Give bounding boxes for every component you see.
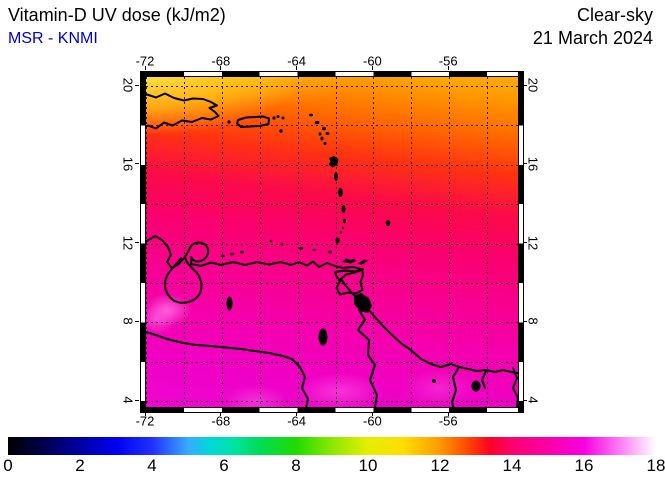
axis-tick (144, 66, 146, 70)
guyana-rivers (451, 366, 519, 412)
lat-tick-label-right: 12 (525, 235, 541, 250)
map-border-right (518, 72, 523, 412)
lat-tick-label-right: 16 (525, 156, 541, 172)
lon-tick-label-bottom: -64 (287, 413, 306, 429)
axis-tick (523, 242, 527, 244)
colorbar-tick-label: 8 (291, 456, 301, 475)
axis-tick (220, 412, 222, 416)
lon-tick-label-top: -56 (438, 53, 458, 69)
axis-tick (296, 412, 298, 416)
axis-tick (371, 66, 373, 70)
guri-reservoir (318, 328, 328, 346)
island-margarita (342, 258, 356, 264)
colorbar-tick-label: 12 (430, 456, 450, 475)
axis-tick (371, 412, 373, 416)
axis-tick (135, 84, 139, 86)
coastline-trinidad (334, 268, 364, 296)
colorbar-tick-label: 10 (358, 456, 378, 475)
island-tobago (358, 259, 368, 265)
inland-lakes (226, 296, 481, 392)
figure-title: Vitamin-D UV dose (kJ/m2) (8, 5, 226, 25)
islands-virgin (227, 115, 285, 133)
grid-line-lon (373, 72, 375, 412)
coastline-venezuela (190, 260, 523, 375)
map-border-left (141, 72, 146, 412)
colorbar-tick-label: 0 (3, 456, 13, 475)
grid-line-lat (141, 125, 523, 127)
lat-tick-label-left: 12 (120, 235, 136, 250)
axis-tick (523, 84, 527, 86)
grid-line-lon (297, 72, 299, 412)
colorbar-tick-label: 4 (147, 456, 157, 475)
axis-tick (296, 66, 298, 70)
lon-tick-label-bottom: -72 (135, 413, 155, 429)
grid-line-lat (141, 86, 523, 87)
date-label: 21 March 2024 (532, 28, 653, 48)
lon-tick-label-top: -64 (287, 53, 306, 69)
axis-tick (135, 242, 139, 244)
map-border-top (141, 72, 523, 77)
uv-dose-field (141, 72, 523, 412)
lon-tick-label-bottom: -68 (211, 413, 231, 429)
lat-tick-label-left: 8 (120, 317, 136, 326)
colorbar-gradient (8, 437, 656, 455)
lat-tick-label-left: 4 (120, 396, 136, 404)
islands-lesser-antilles (309, 113, 391, 244)
grid-line-lat (141, 322, 523, 324)
grid-line-lon (221, 72, 223, 412)
orinoco-delta (354, 293, 372, 313)
data-source-label: MSR - KNMI (8, 30, 98, 47)
lat-tick-label-right: 20 (525, 77, 541, 93)
lat-tick-label-left: 20 (120, 77, 136, 93)
islands-venezuela-coast (221, 239, 368, 265)
orinoco-river (357, 309, 378, 412)
lat-tick-label-right: 8 (525, 317, 541, 326)
colorbar-tick-label: 2 (75, 456, 85, 475)
lon-tick-label-bottom: -56 (438, 413, 458, 429)
coastline-guajira-gulf (141, 235, 190, 269)
lon-tick-label-top: -72 (135, 53, 155, 69)
grid-line-lat (141, 401, 523, 403)
colombia-rivers (141, 329, 309, 412)
colorbar (8, 437, 656, 455)
map-border-bottom (141, 407, 523, 412)
grid-line-lat (141, 204, 523, 206)
axis-tick (523, 320, 527, 322)
coastline-puerto-rico (236, 115, 270, 128)
grid-line-lon (411, 72, 413, 412)
sky-condition-label: Clear-sky (576, 5, 653, 25)
grid-line-lat (141, 243, 523, 245)
lon-tick-label-top: -68 (211, 53, 231, 69)
lat-tick-label-right: 4 (525, 396, 541, 404)
peninsula-paraguana (188, 241, 210, 265)
axis-tick (447, 412, 449, 416)
grid-line-lat (141, 283, 523, 284)
grid-line-lat (141, 361, 523, 363)
colorbar-tick-label: 18 (646, 456, 665, 475)
coastline-hispaniola (141, 92, 220, 131)
axis-tick (135, 320, 139, 322)
axis-tick (144, 412, 146, 416)
grid-line-lon (183, 72, 185, 412)
lon-tick-label-bottom: -60 (362, 413, 382, 429)
lon-tick-label-top: -60 (362, 53, 382, 69)
grid-line-lon (449, 72, 451, 412)
axis-tick (135, 399, 139, 401)
axis-tick (523, 399, 527, 401)
lat-tick-label-left: 16 (120, 156, 136, 172)
map-panel (140, 71, 524, 413)
grid-line-lon (259, 72, 261, 412)
colorbar-tick-label: 16 (574, 456, 594, 475)
grid-line-lon (487, 72, 489, 412)
axis-tick (135, 163, 139, 165)
lake-maracaibo (164, 256, 203, 304)
coastlines (141, 92, 523, 412)
axis-tick (523, 163, 527, 165)
axis-tick (447, 66, 449, 70)
colorbar-tick-label: 6 (219, 456, 229, 475)
colorbar-tick-labels: 0 2 4 6 8 10 12 14 16 18 (3, 456, 665, 476)
colorbar-tick-label: 14 (502, 456, 522, 475)
axis-tick (220, 66, 222, 70)
